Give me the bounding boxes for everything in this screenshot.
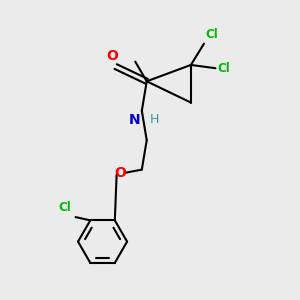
- Text: H: H: [150, 113, 159, 126]
- Text: Cl: Cl: [58, 201, 71, 214]
- Text: Cl: Cl: [217, 62, 230, 75]
- Text: N: N: [129, 113, 140, 128]
- Text: O: O: [115, 166, 127, 180]
- Text: O: O: [106, 49, 118, 63]
- Text: Cl: Cl: [206, 28, 218, 41]
